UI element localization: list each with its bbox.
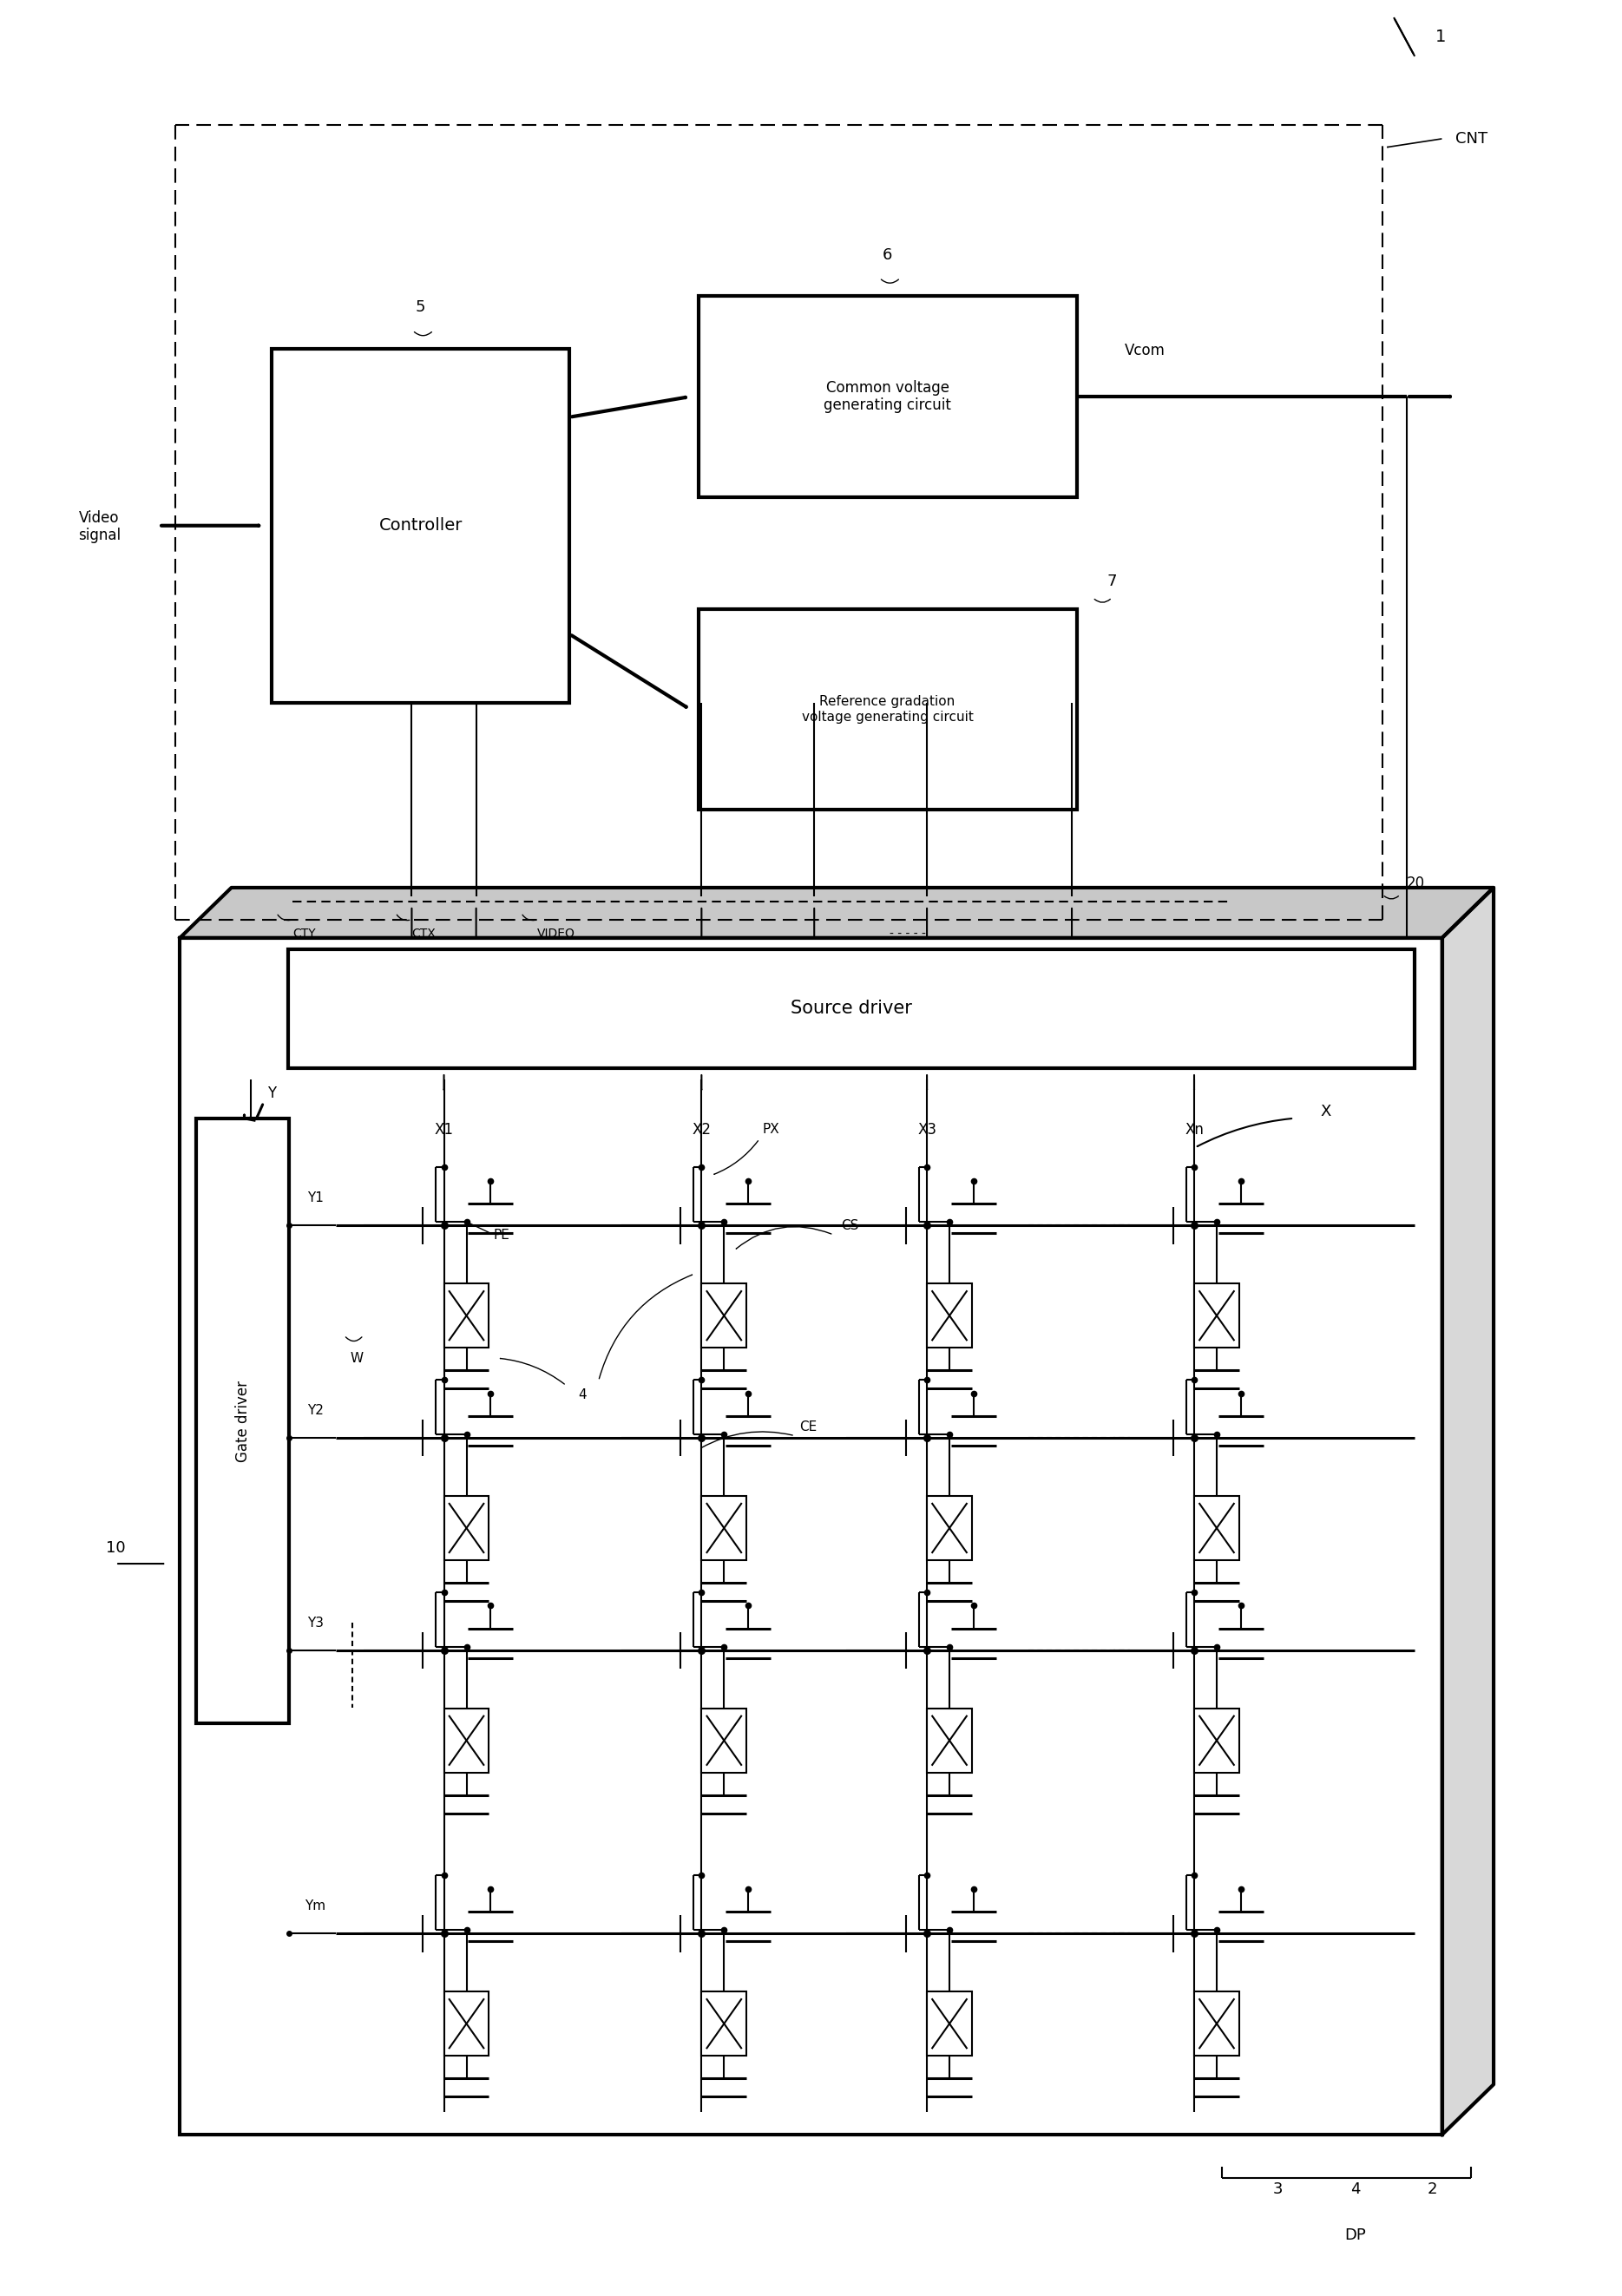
Text: DP: DP <box>1345 2227 1366 2243</box>
Text: CNT: CNT <box>1455 131 1487 147</box>
Text: Common voltage
generating circuit: Common voltage generating circuit <box>824 379 950 413</box>
Text: X3: X3 <box>918 1123 936 1137</box>
Text: Ym: Ym <box>305 1899 326 1913</box>
FancyBboxPatch shape <box>444 1497 488 1559</box>
Text: Vcom: Vcom <box>1126 342 1166 358</box>
Text: Video
signal: Video signal <box>78 510 120 544</box>
Text: Y3: Y3 <box>307 1616 323 1630</box>
FancyBboxPatch shape <box>1194 1283 1239 1348</box>
FancyBboxPatch shape <box>444 1991 488 2055</box>
FancyBboxPatch shape <box>702 1991 746 2055</box>
FancyBboxPatch shape <box>699 296 1077 496</box>
Text: VIDEO: VIDEO <box>537 928 576 939</box>
FancyBboxPatch shape <box>926 1991 972 2055</box>
FancyBboxPatch shape <box>926 1497 972 1559</box>
Text: CTX: CTX <box>412 928 436 939</box>
FancyBboxPatch shape <box>702 1497 746 1559</box>
FancyBboxPatch shape <box>1194 1497 1239 1559</box>
Text: Y2: Y2 <box>307 1405 323 1417</box>
Text: PE: PE <box>493 1228 509 1242</box>
Text: X: X <box>1320 1104 1332 1118</box>
Text: CE: CE <box>800 1421 816 1433</box>
Polygon shape <box>180 889 1494 937</box>
Text: 4: 4 <box>1350 2181 1361 2197</box>
Text: 3: 3 <box>1273 2181 1283 2197</box>
FancyBboxPatch shape <box>699 608 1077 810</box>
Text: Y1: Y1 <box>307 1192 323 1205</box>
Text: Y: Y <box>268 1086 276 1102</box>
FancyBboxPatch shape <box>444 1708 488 1773</box>
Text: CS: CS <box>840 1219 858 1233</box>
Text: PX: PX <box>762 1123 779 1137</box>
Text: 5: 5 <box>415 301 425 315</box>
Text: Gate driver: Gate driver <box>235 1380 250 1463</box>
FancyBboxPatch shape <box>1194 1708 1239 1773</box>
Text: Xn: Xn <box>1184 1123 1204 1137</box>
FancyBboxPatch shape <box>702 1283 746 1348</box>
Polygon shape <box>1442 889 1494 2135</box>
Text: 6: 6 <box>882 248 892 262</box>
FancyBboxPatch shape <box>180 937 1442 2135</box>
FancyBboxPatch shape <box>444 1283 488 1348</box>
Text: X2: X2 <box>693 1123 710 1137</box>
Text: 10: 10 <box>105 1541 125 1554</box>
Text: 1: 1 <box>1435 30 1447 46</box>
Text: Controller: Controller <box>380 517 462 535</box>
Text: 7: 7 <box>1108 574 1118 590</box>
FancyBboxPatch shape <box>1194 1991 1239 2055</box>
Text: Source driver: Source driver <box>790 1001 912 1017</box>
FancyBboxPatch shape <box>702 1708 746 1773</box>
Text: - - - - -: - - - - - <box>889 928 926 939</box>
Text: 4: 4 <box>577 1389 587 1401</box>
Text: 2: 2 <box>1427 2181 1437 2197</box>
FancyBboxPatch shape <box>287 948 1414 1068</box>
Text: 20: 20 <box>1406 875 1426 891</box>
FancyBboxPatch shape <box>926 1283 972 1348</box>
Text: X1: X1 <box>435 1123 454 1137</box>
FancyBboxPatch shape <box>271 349 569 703</box>
Text: Reference gradation
voltage generating circuit: Reference gradation voltage generating c… <box>801 696 973 723</box>
Text: CTY: CTY <box>292 928 316 939</box>
FancyBboxPatch shape <box>926 1708 972 1773</box>
Text: W: W <box>350 1352 363 1364</box>
FancyBboxPatch shape <box>196 1118 289 1724</box>
